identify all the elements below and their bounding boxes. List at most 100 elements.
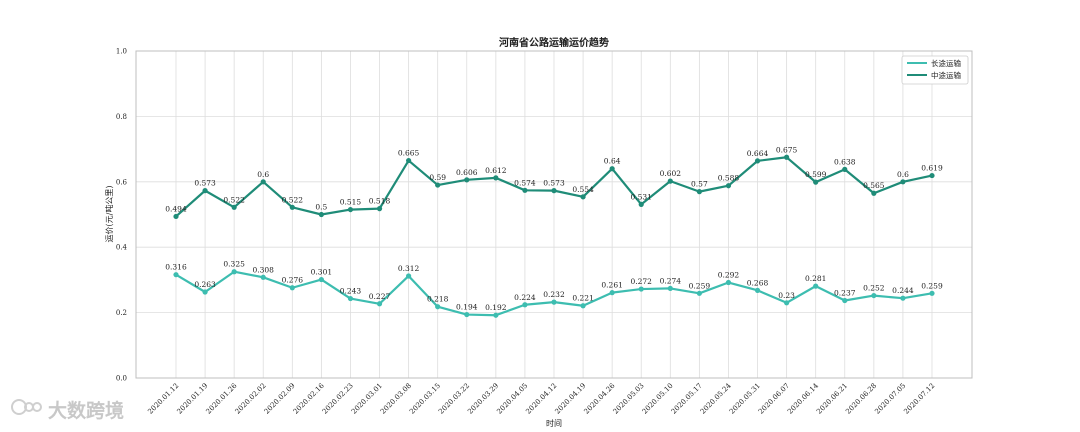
data-label: 0.194 [456, 303, 478, 312]
data-point [493, 312, 499, 318]
data-point [929, 290, 935, 296]
data-point [464, 177, 470, 183]
data-point [842, 166, 848, 172]
data-label: 0.259 [921, 281, 943, 290]
data-label: 0.221 [572, 294, 593, 303]
data-label: 0.59 [429, 173, 446, 182]
data-point [173, 272, 179, 278]
data-point [493, 175, 499, 181]
data-label: 0.259 [689, 281, 711, 290]
data-label: 0.312 [398, 264, 420, 273]
data-point [406, 273, 412, 279]
x-axis-title: 时间 [546, 418, 562, 428]
data-label: 0.494 [165, 204, 187, 213]
y-axis-title: 运价(元/吨公里) [104, 186, 114, 243]
data-point [609, 166, 615, 172]
data-point [871, 190, 877, 196]
data-label: 0.554 [572, 185, 594, 194]
data-point [231, 269, 237, 275]
data-point [260, 274, 266, 280]
data-point [667, 178, 673, 184]
data-label: 0.565 [863, 181, 885, 190]
series-layer: 0.316 0.263 0.325 0.308 0.276 0.301 0.243 0.227… [165, 145, 943, 318]
data-label: 0.574 [514, 178, 536, 187]
data-label: 0.224 [514, 293, 536, 302]
data-label: 0.518 [369, 197, 391, 206]
data-label: 0.6 [257, 170, 269, 179]
legend: 长途运输 中途运输 [901, 55, 969, 85]
data-point [406, 157, 412, 164]
y-tick-label: 0.2 [116, 309, 127, 317]
data-point [522, 187, 528, 193]
data-label: 0.64 [604, 157, 621, 166]
data-label: 0.619 [921, 164, 943, 173]
legend-label-long: 长途运输 [931, 58, 961, 68]
y-tick-label: 0.4 [116, 244, 128, 252]
data-label: 0.261 [601, 281, 622, 290]
data-point [754, 158, 761, 164]
data-label: 0.664 [747, 149, 769, 158]
data-point [260, 179, 266, 185]
data-label: 0.325 [223, 260, 245, 269]
data-point [900, 295, 906, 301]
data-label: 0.232 [543, 290, 565, 299]
data-label: 0.281 [805, 274, 826, 283]
data-point [813, 283, 819, 289]
data-label: 0.308 [252, 265, 274, 274]
y-axis-ticks: 0.0 0.2 0.4 0.6 0.8 1.0 [116, 48, 128, 383]
data-point [318, 211, 324, 218]
data-point [580, 194, 586, 200]
data-label: 0.276 [282, 276, 304, 285]
data-label: 0.252 [863, 284, 885, 293]
data-label: 0.268 [747, 278, 769, 287]
data-point [551, 188, 557, 194]
data-point [522, 302, 528, 308]
data-point [231, 204, 237, 210]
data-label: 0.316 [165, 263, 187, 272]
data-point [435, 182, 441, 188]
y-tick-label: 0.0 [116, 375, 127, 383]
data-point [638, 201, 644, 207]
data-point [347, 295, 354, 302]
data-label: 0.531 [630, 192, 651, 201]
data-point [696, 189, 702, 195]
data-point [696, 290, 702, 296]
data-point [376, 206, 383, 212]
data-label: 0.244 [892, 286, 914, 295]
data-point [784, 154, 790, 160]
data-point [609, 290, 615, 296]
data-label: 0.599 [805, 170, 827, 179]
data-label: 0.522 [282, 195, 304, 204]
data-label: 0.675 [776, 145, 798, 154]
data-label: 0.274 [660, 276, 682, 285]
data-point [289, 204, 295, 210]
data-label: 0.5 [315, 203, 327, 212]
data-label: 0.606 [456, 168, 478, 177]
data-point [900, 179, 906, 185]
data-label: 0.272 [630, 277, 652, 286]
data-label: 0.612 [485, 166, 507, 175]
data-point [347, 206, 354, 213]
data-point [813, 179, 819, 185]
data-label: 0.23 [778, 291, 795, 300]
y-tick-label: 0.6 [116, 178, 128, 186]
data-label: 0.292 [718, 271, 740, 280]
legend-label-mid: 中途运输 [931, 70, 961, 80]
data-point [725, 279, 732, 286]
data-label: 0.237 [834, 289, 856, 298]
data-label: 0.218 [427, 295, 449, 304]
data-point [784, 300, 790, 306]
data-label: 0.301 [311, 268, 332, 277]
data-point [580, 303, 586, 309]
data-point [376, 301, 383, 307]
data-point [638, 286, 644, 292]
data-label: 0.243 [340, 287, 362, 296]
x-axis-ticks: 2020.01.122020.01.192020.01.262020.02.02… [146, 381, 936, 415]
data-label: 0.6 [897, 170, 909, 179]
data-label: 0.573 [194, 179, 216, 188]
data-label: 0.263 [194, 280, 216, 289]
data-label: 0.573 [543, 179, 565, 188]
y-tick-label: 0.8 [116, 113, 127, 121]
data-point [842, 297, 848, 304]
